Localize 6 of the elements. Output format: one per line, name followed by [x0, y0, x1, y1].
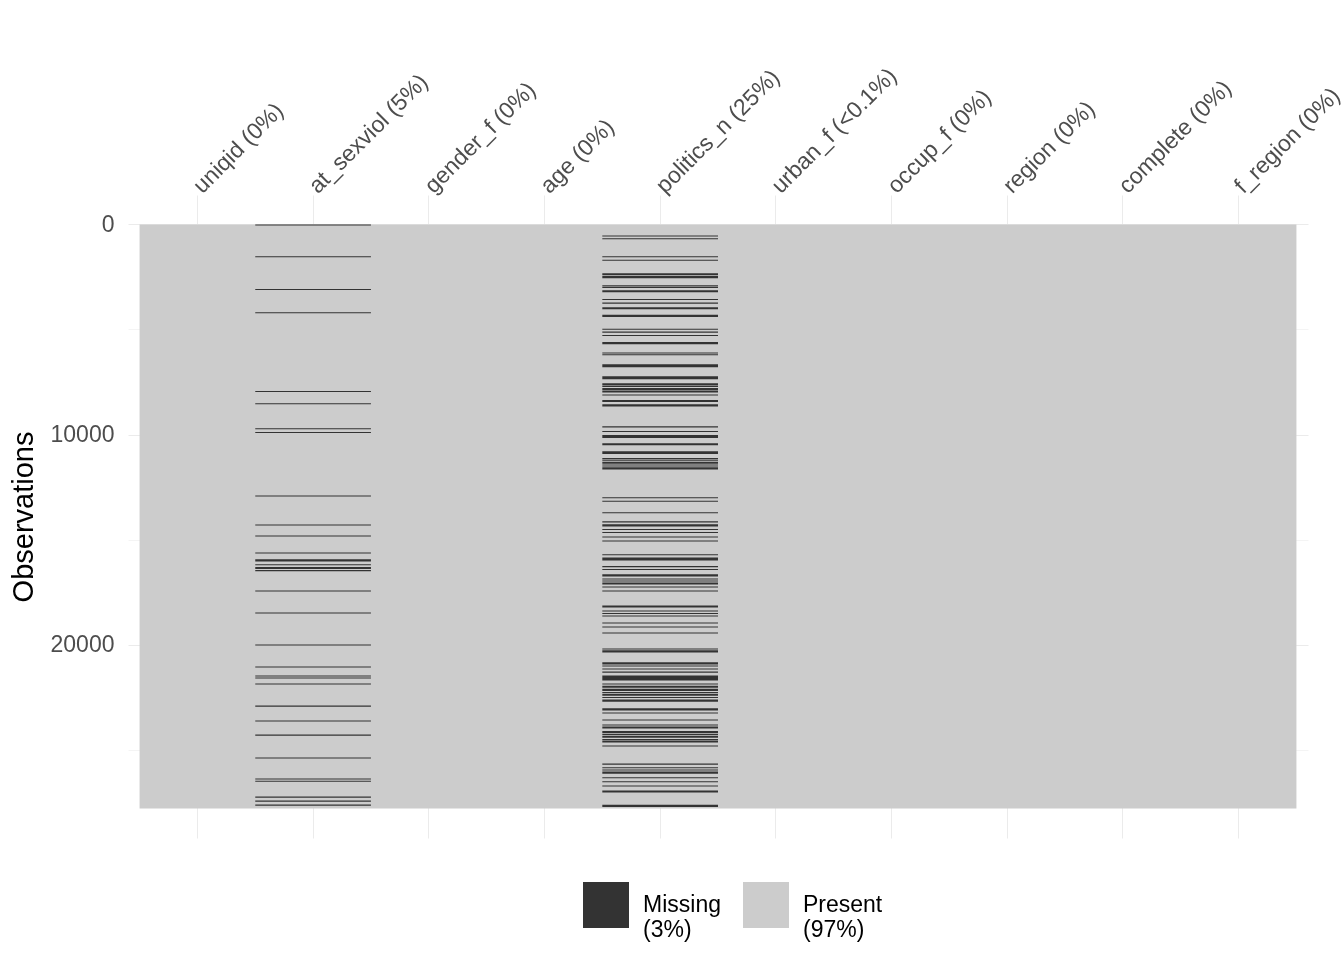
- y-tick-label: 0: [101, 210, 115, 237]
- y-axis-title: Observations: [6, 431, 39, 603]
- legend-label: Present (97%): [803, 891, 883, 942]
- y-tick-label: 10000: [50, 421, 115, 448]
- y-tick-label: 20000: [50, 631, 115, 658]
- legend-label: Missing (3%): [643, 891, 721, 942]
